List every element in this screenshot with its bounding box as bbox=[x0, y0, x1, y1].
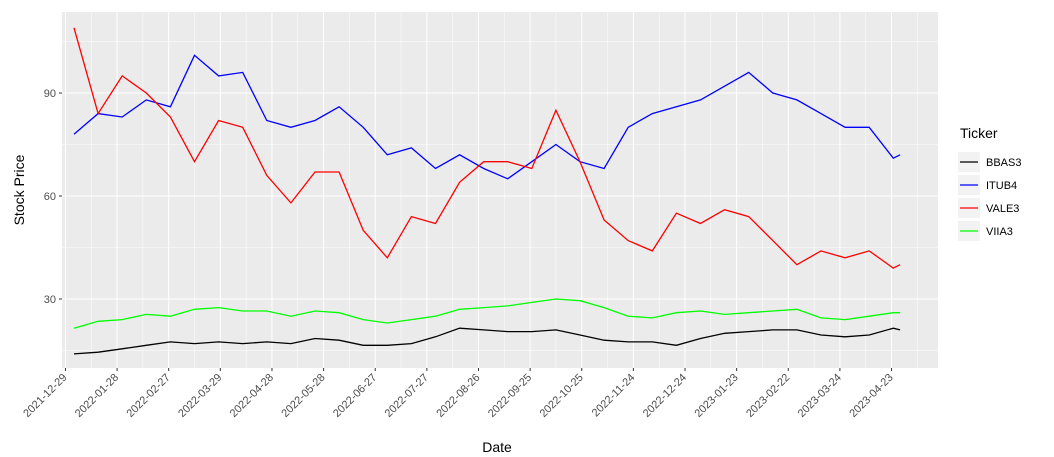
x-tick-label: 2022-08-26 bbox=[434, 372, 482, 420]
y-tick-label: 60 bbox=[44, 191, 56, 203]
x-tick-label: 2022-04-28 bbox=[228, 372, 276, 420]
x-tick-label: 2023-02-22 bbox=[744, 372, 792, 420]
y-tick-label: 30 bbox=[44, 294, 56, 306]
legend-label: BBAS3 bbox=[986, 157, 1021, 169]
series-line bbox=[73, 54, 901, 180]
x-tick-label: 2022-01-28 bbox=[73, 372, 121, 420]
y-axis-title: Stock Price bbox=[11, 154, 27, 225]
series-line bbox=[73, 27, 901, 269]
legend-label: VIIA3 bbox=[986, 226, 1013, 238]
x-tick-label: 2022-10-25 bbox=[538, 372, 586, 420]
x-tick-label: 2022-09-25 bbox=[486, 372, 534, 420]
x-tick-label: 2022-02-27 bbox=[125, 372, 173, 420]
x-tick-label: 2022-05-28 bbox=[279, 372, 327, 420]
x-tick-label: 2022-07-27 bbox=[383, 372, 431, 420]
x-tick-label: 2023-01-23 bbox=[692, 372, 740, 420]
x-tick-label: 2023-04-23 bbox=[847, 372, 895, 420]
x-tick-label: 2022-03-29 bbox=[176, 372, 224, 420]
legend-label: VALE3 bbox=[986, 203, 1019, 215]
x-tick-label: 2022-12-24 bbox=[641, 372, 689, 420]
x-tick-label: 2021-12-29 bbox=[21, 372, 69, 420]
x-tick-label: 2023-03-24 bbox=[796, 372, 844, 420]
legend-label: ITUB4 bbox=[986, 180, 1017, 192]
x-tick-label: 2022-06-27 bbox=[331, 372, 379, 420]
x-axis-title: Date bbox=[482, 439, 512, 455]
legend-title: Ticker bbox=[960, 125, 998, 141]
panel bbox=[62, 12, 938, 368]
x-tick-label: 2022-11-24 bbox=[590, 372, 638, 420]
series-line bbox=[73, 298, 901, 329]
series-line bbox=[73, 327, 901, 355]
y-tick-label: 90 bbox=[44, 88, 56, 100]
